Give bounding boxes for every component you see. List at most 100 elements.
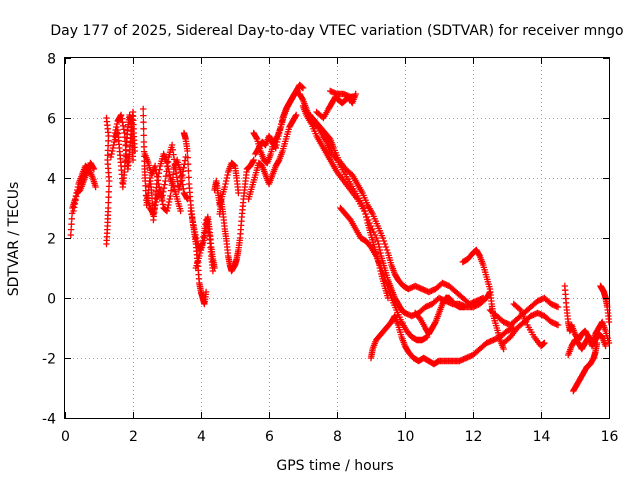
data-point (140, 125, 147, 132)
chart-title: Day 177 of 2025, Sidereal Day-to-day VTE… (50, 23, 623, 39)
data-point (158, 194, 165, 201)
data-point (378, 264, 385, 272)
data-point (118, 115, 125, 122)
data-point (191, 225, 198, 233)
data-point (121, 168, 128, 176)
data-point (224, 171, 231, 179)
data-point (375, 240, 382, 248)
data-point (235, 189, 242, 197)
data-point (223, 174, 231, 182)
data-point (193, 234, 200, 242)
data-point (163, 168, 170, 175)
data-point (131, 147, 138, 155)
data-point (383, 279, 390, 287)
data-point (90, 164, 97, 171)
data-point (461, 303, 468, 311)
x-tick-label: 12 (465, 429, 483, 445)
data-point (541, 339, 548, 347)
series-trace-25 (459, 246, 507, 353)
x-tick-label: 8 (333, 429, 342, 445)
data-point (105, 183, 113, 190)
data-point (367, 222, 375, 230)
data-point (103, 240, 110, 248)
data-point (273, 134, 281, 141)
data-point (198, 243, 205, 251)
axis-ticks (65, 58, 610, 419)
data-point (361, 207, 368, 215)
series-trace-19 (306, 111, 487, 308)
data-point (602, 342, 609, 350)
data-point (177, 207, 184, 215)
data-point (179, 181, 186, 188)
data-point (272, 144, 279, 152)
data-point (110, 141, 117, 149)
y-tick-label: 4 (47, 172, 56, 188)
data-point (119, 119, 126, 126)
data-point (155, 180, 162, 188)
data-point (384, 282, 391, 290)
data-point (383, 246, 391, 254)
data-point (198, 240, 206, 248)
data-point (204, 225, 212, 233)
data-point (177, 168, 184, 176)
data-point (153, 170, 160, 177)
data-point (153, 173, 161, 180)
data-point (520, 312, 527, 320)
data-point (197, 246, 204, 254)
series-trace-16 (250, 87, 302, 167)
data-point (108, 150, 115, 158)
data-point (593, 339, 601, 347)
data-point (168, 141, 176, 149)
data-point (196, 249, 204, 257)
data-point (376, 246, 384, 254)
data-point (222, 180, 229, 188)
data-point (209, 267, 217, 275)
y-tick-label: 8 (47, 52, 56, 68)
data-point (521, 315, 528, 323)
data-point (363, 213, 371, 221)
data-point (72, 197, 79, 204)
series-trace-21 (327, 87, 358, 101)
data-point (120, 126, 128, 133)
data-point (151, 204, 158, 212)
data-point (371, 231, 379, 239)
data-point (109, 144, 117, 152)
data-point (162, 177, 169, 185)
data-point (431, 320, 439, 327)
data-point (193, 237, 201, 245)
data-point (180, 185, 187, 192)
data-point (203, 219, 210, 227)
data-point (292, 113, 299, 120)
y-tick-label: 0 (47, 292, 56, 308)
grid (65, 58, 609, 418)
data-point (204, 222, 211, 230)
data-point (112, 126, 119, 134)
data-point (71, 200, 79, 207)
series-trace-26 (486, 294, 562, 329)
data-point (516, 305, 523, 312)
series-trace-1 (67, 162, 99, 239)
data-point (299, 84, 307, 92)
data-point (167, 192, 174, 200)
data-point (90, 165, 98, 173)
data-point (169, 146, 176, 153)
data-point (202, 288, 210, 296)
data-point (299, 95, 306, 102)
data-point (188, 211, 195, 218)
data-point (163, 207, 171, 215)
data-point (205, 228, 213, 236)
data-point (189, 218, 197, 225)
data-point (152, 201, 159, 209)
data-point (366, 219, 373, 227)
data-point (188, 215, 196, 222)
y-axis-label: SDTVAR / TECUs (6, 182, 22, 297)
data-point (166, 195, 173, 203)
data-point (221, 183, 228, 191)
data-point (379, 234, 387, 242)
data-point (184, 147, 191, 155)
x-tick-label: 16 (601, 429, 619, 445)
data-point (377, 249, 384, 257)
data-point (159, 201, 167, 208)
data-point (249, 158, 257, 165)
